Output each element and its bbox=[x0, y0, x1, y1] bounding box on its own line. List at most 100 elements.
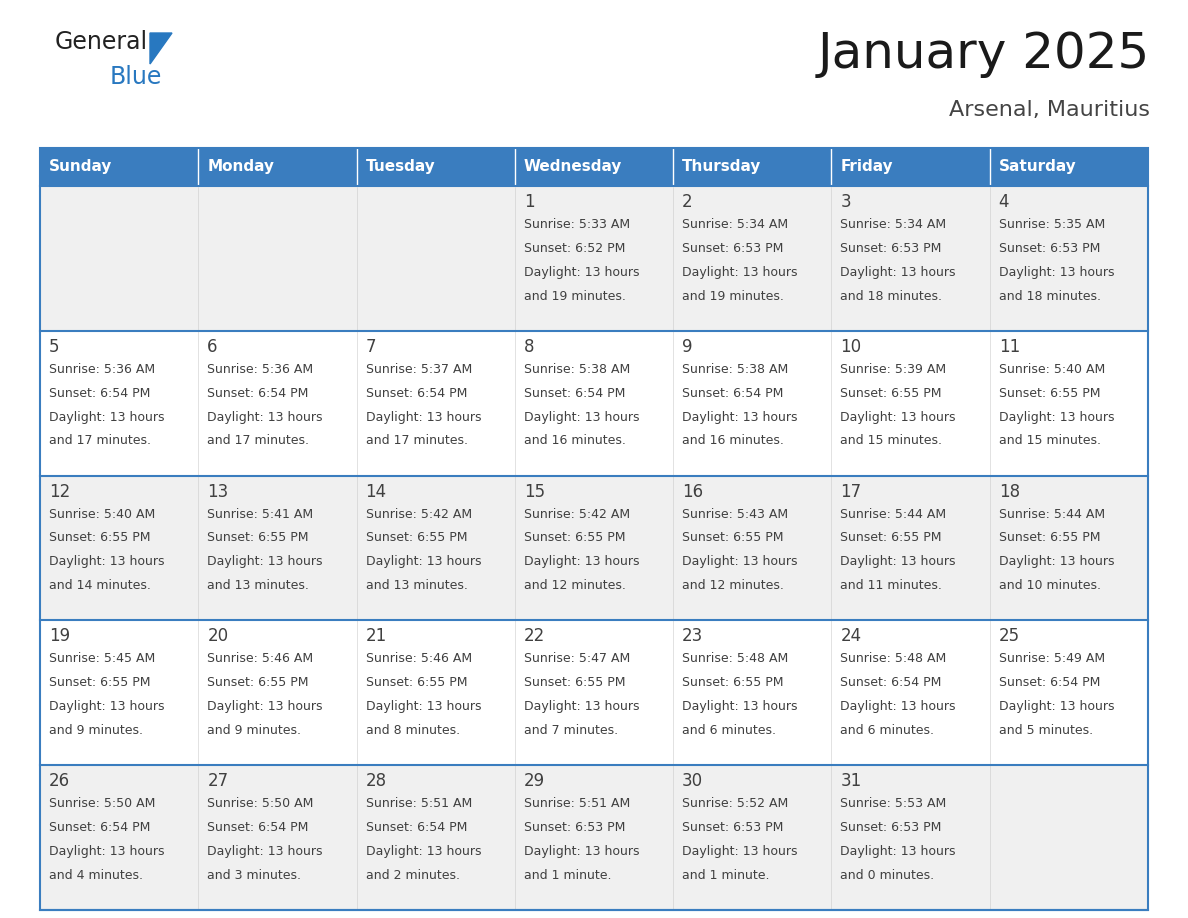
Text: Sunrise: 5:36 AM: Sunrise: 5:36 AM bbox=[49, 363, 156, 375]
Text: Sunrise: 5:42 AM: Sunrise: 5:42 AM bbox=[366, 508, 472, 521]
Text: Sunset: 6:54 PM: Sunset: 6:54 PM bbox=[682, 386, 784, 399]
Text: Sunset: 6:52 PM: Sunset: 6:52 PM bbox=[524, 241, 625, 255]
Bar bbox=[514, 330, 674, 476]
Bar bbox=[990, 186, 1148, 330]
Text: Tuesday: Tuesday bbox=[366, 160, 435, 174]
Text: 18: 18 bbox=[999, 483, 1019, 500]
Text: Sunrise: 5:33 AM: Sunrise: 5:33 AM bbox=[524, 218, 630, 231]
Text: Sunset: 6:55 PM: Sunset: 6:55 PM bbox=[524, 532, 625, 544]
Text: 21: 21 bbox=[366, 627, 387, 645]
Text: 7: 7 bbox=[366, 338, 377, 356]
Polygon shape bbox=[150, 33, 172, 64]
Text: Sunrise: 5:52 AM: Sunrise: 5:52 AM bbox=[682, 797, 789, 811]
Text: and 16 minutes.: and 16 minutes. bbox=[524, 434, 626, 447]
Text: 23: 23 bbox=[682, 627, 703, 645]
Text: Sunrise: 5:41 AM: Sunrise: 5:41 AM bbox=[207, 508, 314, 521]
Text: Saturday: Saturday bbox=[999, 160, 1076, 174]
Text: Sunset: 6:54 PM: Sunset: 6:54 PM bbox=[999, 677, 1100, 689]
Text: Sunrise: 5:48 AM: Sunrise: 5:48 AM bbox=[840, 653, 947, 666]
Text: and 18 minutes.: and 18 minutes. bbox=[840, 290, 942, 303]
Bar bbox=[356, 621, 514, 766]
Text: Sunrise: 5:46 AM: Sunrise: 5:46 AM bbox=[207, 653, 314, 666]
Text: 24: 24 bbox=[840, 627, 861, 645]
Text: Sunset: 6:55 PM: Sunset: 6:55 PM bbox=[366, 532, 467, 544]
Text: Sunrise: 5:50 AM: Sunrise: 5:50 AM bbox=[207, 797, 314, 811]
Text: Sunset: 6:55 PM: Sunset: 6:55 PM bbox=[682, 532, 784, 544]
Bar bbox=[40, 148, 1148, 910]
Text: and 16 minutes.: and 16 minutes. bbox=[682, 434, 784, 447]
Text: and 6 minutes.: and 6 minutes. bbox=[840, 724, 935, 737]
Text: 11: 11 bbox=[999, 338, 1020, 356]
Text: Daylight: 13 hours: Daylight: 13 hours bbox=[840, 266, 956, 279]
Text: Daylight: 13 hours: Daylight: 13 hours bbox=[524, 845, 639, 858]
Text: Sunrise: 5:43 AM: Sunrise: 5:43 AM bbox=[682, 508, 789, 521]
Bar bbox=[674, 330, 832, 476]
Text: Sunset: 6:54 PM: Sunset: 6:54 PM bbox=[840, 677, 942, 689]
Bar bbox=[198, 330, 356, 476]
Bar bbox=[356, 766, 514, 910]
Bar bbox=[198, 186, 356, 330]
Text: Sunset: 6:54 PM: Sunset: 6:54 PM bbox=[366, 821, 467, 834]
Text: 1: 1 bbox=[524, 193, 535, 211]
Text: Blue: Blue bbox=[110, 65, 163, 89]
Text: Sunset: 6:54 PM: Sunset: 6:54 PM bbox=[207, 386, 309, 399]
Text: Daylight: 13 hours: Daylight: 13 hours bbox=[207, 845, 323, 858]
Text: and 15 minutes.: and 15 minutes. bbox=[840, 434, 942, 447]
Text: and 9 minutes.: and 9 minutes. bbox=[207, 724, 302, 737]
Text: Sunrise: 5:38 AM: Sunrise: 5:38 AM bbox=[682, 363, 789, 375]
Text: Sunset: 6:53 PM: Sunset: 6:53 PM bbox=[682, 241, 784, 255]
Text: Sunset: 6:54 PM: Sunset: 6:54 PM bbox=[49, 821, 151, 834]
Text: Sunrise: 5:49 AM: Sunrise: 5:49 AM bbox=[999, 653, 1105, 666]
Bar bbox=[832, 621, 990, 766]
Text: 15: 15 bbox=[524, 483, 545, 500]
Bar bbox=[832, 766, 990, 910]
Bar bbox=[674, 476, 832, 621]
Text: Sunrise: 5:48 AM: Sunrise: 5:48 AM bbox=[682, 653, 789, 666]
Text: Daylight: 13 hours: Daylight: 13 hours bbox=[366, 555, 481, 568]
Text: Daylight: 13 hours: Daylight: 13 hours bbox=[682, 845, 797, 858]
Text: Sunset: 6:54 PM: Sunset: 6:54 PM bbox=[207, 821, 309, 834]
Text: Sunrise: 5:36 AM: Sunrise: 5:36 AM bbox=[207, 363, 314, 375]
Text: Sunrise: 5:44 AM: Sunrise: 5:44 AM bbox=[840, 508, 947, 521]
Text: Sunset: 6:54 PM: Sunset: 6:54 PM bbox=[524, 386, 625, 399]
Bar bbox=[514, 766, 674, 910]
Text: Sunset: 6:53 PM: Sunset: 6:53 PM bbox=[840, 821, 942, 834]
Text: and 0 minutes.: and 0 minutes. bbox=[840, 868, 935, 882]
Bar bbox=[832, 148, 990, 186]
Text: Sunset: 6:55 PM: Sunset: 6:55 PM bbox=[840, 386, 942, 399]
Text: Daylight: 13 hours: Daylight: 13 hours bbox=[366, 700, 481, 713]
Text: General: General bbox=[55, 30, 148, 54]
Text: 4: 4 bbox=[999, 193, 1010, 211]
Bar bbox=[990, 766, 1148, 910]
Bar bbox=[514, 621, 674, 766]
Text: 26: 26 bbox=[49, 772, 70, 790]
Text: Daylight: 13 hours: Daylight: 13 hours bbox=[524, 410, 639, 423]
Text: 14: 14 bbox=[366, 483, 387, 500]
Text: Sunset: 6:54 PM: Sunset: 6:54 PM bbox=[49, 386, 151, 399]
Text: Sunset: 6:55 PM: Sunset: 6:55 PM bbox=[207, 532, 309, 544]
Text: Daylight: 13 hours: Daylight: 13 hours bbox=[207, 555, 323, 568]
Bar bbox=[198, 621, 356, 766]
Text: Daylight: 13 hours: Daylight: 13 hours bbox=[999, 555, 1114, 568]
Text: 13: 13 bbox=[207, 483, 228, 500]
Text: Daylight: 13 hours: Daylight: 13 hours bbox=[840, 555, 956, 568]
Text: Daylight: 13 hours: Daylight: 13 hours bbox=[207, 410, 323, 423]
Bar bbox=[674, 766, 832, 910]
Text: and 19 minutes.: and 19 minutes. bbox=[524, 290, 626, 303]
Text: and 5 minutes.: and 5 minutes. bbox=[999, 724, 1093, 737]
Text: and 18 minutes.: and 18 minutes. bbox=[999, 290, 1101, 303]
Text: Sunset: 6:55 PM: Sunset: 6:55 PM bbox=[366, 677, 467, 689]
Bar bbox=[356, 148, 514, 186]
Text: and 7 minutes.: and 7 minutes. bbox=[524, 724, 618, 737]
Text: Daylight: 13 hours: Daylight: 13 hours bbox=[682, 266, 797, 279]
Text: Sunrise: 5:40 AM: Sunrise: 5:40 AM bbox=[999, 363, 1105, 375]
Text: Sunset: 6:54 PM: Sunset: 6:54 PM bbox=[366, 386, 467, 399]
Text: Arsenal, Mauritius: Arsenal, Mauritius bbox=[949, 100, 1150, 120]
Text: Sunset: 6:55 PM: Sunset: 6:55 PM bbox=[524, 677, 625, 689]
Text: 3: 3 bbox=[840, 193, 851, 211]
Text: 19: 19 bbox=[49, 627, 70, 645]
Text: and 11 minutes.: and 11 minutes. bbox=[840, 579, 942, 592]
Text: 6: 6 bbox=[207, 338, 217, 356]
Text: 17: 17 bbox=[840, 483, 861, 500]
Text: Sunrise: 5:44 AM: Sunrise: 5:44 AM bbox=[999, 508, 1105, 521]
